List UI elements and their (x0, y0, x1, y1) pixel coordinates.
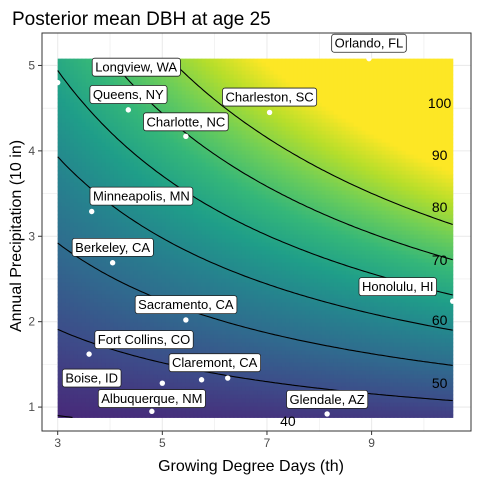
city-label-box (91, 57, 181, 77)
city-label-box (61, 368, 122, 388)
city-label: Boise, ID (61, 368, 122, 388)
plot-area: 40 50 60 70 80 90 100 Orlando, FL Longview, WA Qu… (41, 32, 472, 432)
city-label-box (89, 85, 168, 104)
y-tick-label: 4 (28, 144, 35, 158)
city-label-box (331, 33, 407, 53)
city-name: Charlotte, NC (146, 114, 225, 129)
city-label-box (89, 186, 194, 206)
city-label: Queens, NY (89, 85, 168, 104)
city-point (183, 133, 189, 140)
city-name: Longview, WA (95, 60, 177, 75)
city-label-box (94, 330, 194, 350)
city-label: Honolulu, HI (358, 277, 437, 297)
city-point (198, 377, 205, 383)
city-point (225, 375, 231, 381)
contour-100 (170, 59, 453, 226)
city-point (266, 109, 273, 116)
city-label-box (286, 389, 369, 409)
city-label: Fort Collins, CO (94, 330, 194, 350)
city-label: Longview, WA (91, 57, 181, 77)
city-label: Orlando, FL (331, 33, 407, 53)
city-name: Minneapolis, MN (93, 189, 190, 204)
city-point (109, 260, 116, 266)
city-label-box (97, 389, 206, 408)
city-point (366, 55, 372, 62)
y-tick-label: 2 (28, 315, 35, 329)
city-name: Charleston, SC (226, 90, 314, 105)
city-point (149, 408, 155, 415)
contour-label: 60 (432, 312, 448, 328)
city-point (324, 411, 330, 417)
city-point (54, 79, 61, 86)
city-label: Charlotte, NC (143, 112, 229, 132)
city-name: Berkeley, CA (75, 240, 150, 255)
city-label-box (168, 353, 261, 373)
city-point (159, 380, 166, 386)
contour-60 (57, 242, 453, 366)
city-point (125, 107, 132, 113)
contour-label: 80 (432, 199, 448, 215)
contour-40 (57, 415, 73, 418)
city-label: Minneapolis, MN (89, 186, 194, 206)
chart-title: Posterior mean DBH at age 25 (12, 9, 271, 30)
contour-label: 100 (428, 95, 452, 111)
city-point (89, 208, 95, 215)
contour-label: 90 (432, 147, 448, 163)
y-tick-label: 3 (28, 229, 35, 243)
city-label: Claremont, CA (168, 353, 261, 373)
city-point (86, 351, 92, 357)
city-label: Berkeley, CA (71, 237, 154, 257)
city-name: Glendale, AZ (290, 392, 365, 407)
city-point (449, 298, 456, 304)
y-tick-label: 5 (28, 58, 35, 72)
city-name: Honolulu, HI (362, 279, 434, 294)
contour-label: 50 (432, 375, 448, 391)
contour-label: 70 (432, 252, 448, 268)
x-tick-label: 9 (368, 436, 375, 450)
heatmap-surface (57, 58, 454, 418)
x-tick-label: 5 (159, 436, 166, 450)
city-name: Orlando, FL (335, 36, 404, 51)
x-axis-title: Growing Degree Days (th) (158, 458, 344, 475)
city-label-box (222, 87, 318, 107)
city-label-box (143, 112, 229, 132)
city-name: Boise, ID (65, 371, 118, 386)
city-label: Glendale, AZ (286, 389, 369, 409)
contour-70 (57, 156, 453, 331)
city-name: Sacramento, CA (138, 297, 234, 312)
city-label: Charleston, SC (222, 87, 318, 107)
city-name: Claremont, CA (172, 355, 258, 370)
contour-50 (57, 328, 453, 402)
y-tick-label: 1 (28, 400, 35, 414)
city-name: Queens, NY (93, 87, 164, 102)
contour-label: 40 (280, 413, 296, 429)
x-tick-label: 7 (264, 436, 271, 450)
panel-border (41, 32, 472, 432)
city-label-box (134, 295, 238, 314)
city-name: Fort Collins, CO (98, 332, 190, 347)
city-label-box (358, 277, 437, 297)
y-axis-title: Annual Precipitation (10 in) (8, 140, 25, 332)
city-label: Albuquerque, NM (97, 389, 206, 408)
city-label-box (71, 237, 154, 257)
x-tick-label: 3 (54, 436, 61, 450)
city-point (183, 317, 189, 323)
city-label: Sacramento, CA (134, 295, 238, 314)
city-name: Albuquerque, NM (101, 391, 202, 406)
